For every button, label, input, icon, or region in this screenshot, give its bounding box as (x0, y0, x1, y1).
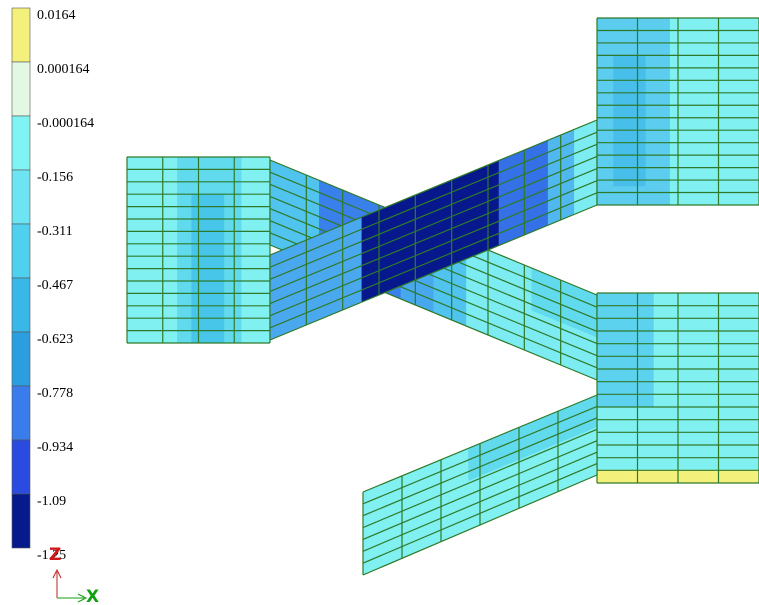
mesh-line (362, 463, 598, 564)
legend: 0.0164 0.000164 -0.000164 -0.156 -0.311 -0.46… (11, 7, 94, 563)
mesh-line (269, 143, 598, 280)
mesh-line (269, 155, 598, 292)
contour-band (468, 395, 597, 482)
x-arrow (77, 593, 88, 603)
legend-swatch (11, 277, 31, 333)
contour-band (270, 217, 362, 340)
mesh-line (269, 204, 598, 341)
contour-band (498, 140, 548, 246)
z-label: Z (49, 545, 61, 565)
contour-band (531, 268, 597, 338)
legend-label: -0.000164 (37, 116, 94, 131)
z-arrow (52, 568, 62, 579)
legend-label: -1.09 (37, 494, 66, 509)
legend-swatch (11, 331, 31, 387)
legend-label: -0.934 (37, 440, 73, 455)
legend-swatch (11, 169, 31, 225)
legend-swatch (11, 385, 31, 441)
mesh-line (362, 440, 598, 540)
mesh-line (362, 474, 598, 576)
legend-label: -0.156 (37, 170, 73, 185)
legend-label: -0.778 (37, 386, 73, 401)
legend-label: 0.0164 (37, 8, 76, 23)
x-label: X (86, 587, 99, 605)
legend-label: 0.000164 (37, 62, 90, 77)
mesh-line (362, 428, 598, 529)
legend-label: -0.623 (37, 332, 73, 347)
legend-swatch (11, 61, 31, 117)
mesh-line (269, 119, 598, 256)
mesh-line (269, 168, 598, 305)
mesh-line (362, 417, 598, 517)
mesh (126, 17, 759, 576)
contour-band (613, 55, 646, 187)
mesh-line (269, 192, 598, 329)
contour-band (361, 160, 499, 303)
legend-swatch (11, 223, 31, 279)
mesh-line (269, 131, 598, 268)
legend-label: -1.25 (37, 548, 66, 563)
legend-label: -0.311 (37, 224, 73, 239)
legend-label: -0.467 (37, 278, 73, 293)
mesh-line (269, 208, 598, 345)
legend-swatch (11, 7, 31, 63)
mesh-line (269, 180, 598, 317)
contour-band (597, 293, 654, 407)
legend-swatch (11, 439, 31, 495)
mesh-line (362, 451, 598, 552)
axis-triad: Z X (49, 545, 99, 605)
mesh-line (362, 394, 598, 493)
mesh-line (362, 405, 598, 505)
legend-swatch (11, 115, 31, 171)
legend-swatch (11, 493, 31, 549)
